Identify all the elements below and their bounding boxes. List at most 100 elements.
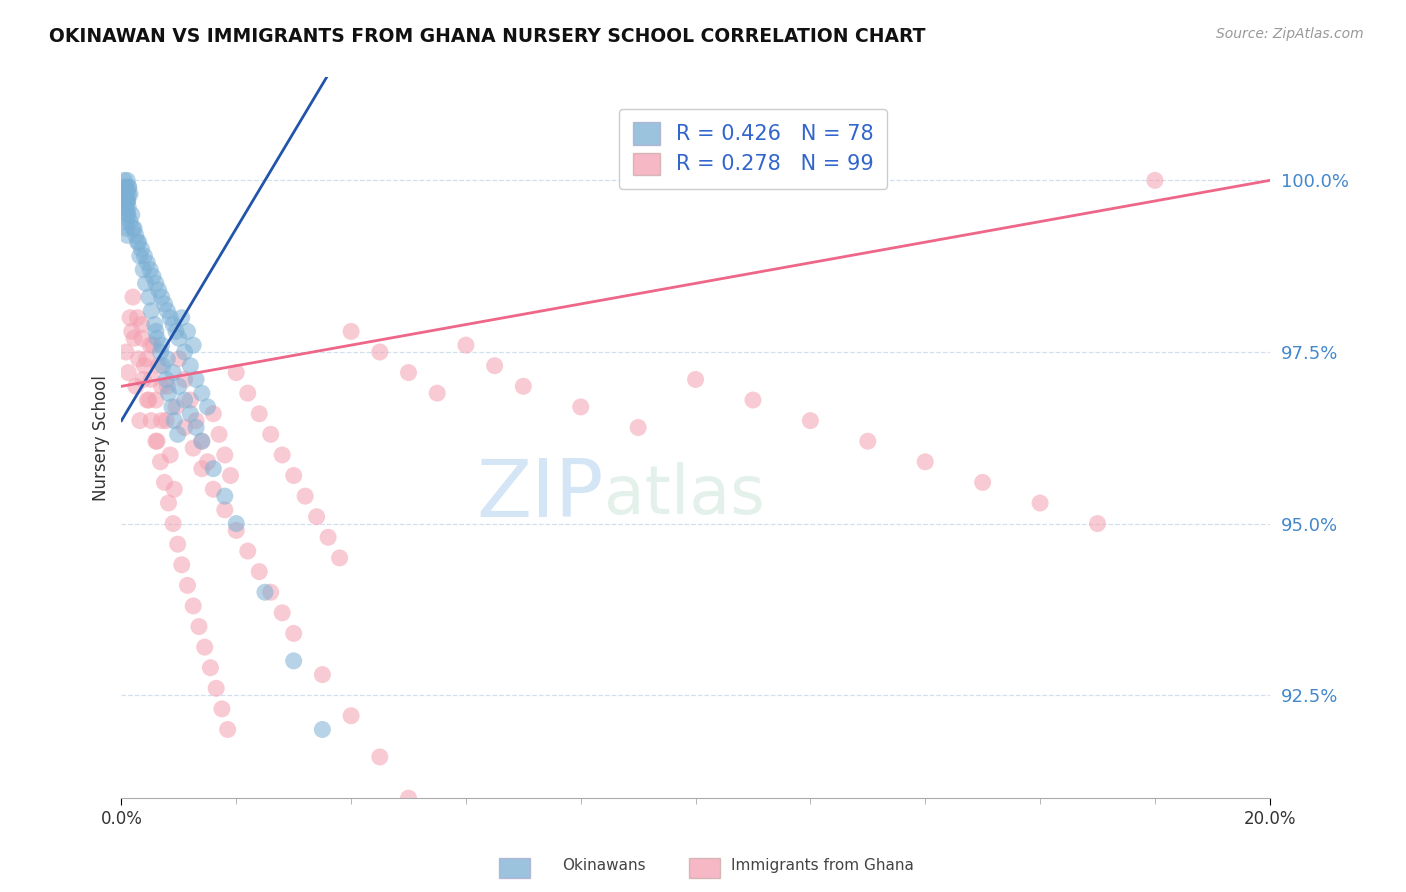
Point (454, 338, 477, 352)
Point (194, 640, 217, 654)
Point (128, 351, 150, 366)
Point (162, 366, 184, 380)
Point (149, 455, 172, 469)
Point (173, 392, 195, 407)
Point (132, 372, 155, 386)
Point (146, 331, 169, 345)
Point (283, 654, 305, 668)
Point (329, 550, 352, 565)
Point (163, 414, 186, 428)
Point (115, 201, 138, 215)
Point (260, 427, 283, 442)
Point (142, 338, 165, 352)
Point (146, 434, 169, 449)
Point (162, 516, 184, 531)
Point (368, 750, 391, 764)
Point (141, 372, 163, 386)
Point (127, 235, 149, 249)
Point (217, 723, 239, 737)
Point (117, 201, 139, 215)
Point (236, 544, 259, 558)
Point (143, 318, 166, 332)
Point (128, 235, 150, 249)
Point (1143, 173, 1166, 187)
Point (127, 310, 149, 325)
Point (271, 448, 294, 462)
Point (1087, 516, 1109, 531)
Point (167, 351, 190, 366)
Point (225, 366, 247, 380)
Point (398, 366, 420, 380)
Point (115, 345, 138, 359)
Point (141, 303, 163, 318)
Point (118, 214, 141, 228)
Point (162, 318, 184, 332)
Point (118, 310, 141, 325)
Point (114, 201, 136, 215)
Point (799, 414, 821, 428)
Point (247, 565, 270, 579)
Point (115, 187, 138, 202)
Point (294, 489, 316, 503)
Point (742, 392, 765, 407)
Point (131, 331, 153, 345)
Point (311, 667, 333, 681)
Point (188, 619, 211, 633)
Point (426, 386, 449, 401)
Point (122, 331, 145, 345)
Point (159, 448, 181, 462)
Point (170, 310, 193, 325)
Point (191, 386, 214, 401)
Point (148, 359, 170, 373)
Point (181, 338, 204, 352)
Text: atlas: atlas (603, 462, 765, 528)
Point (225, 516, 247, 531)
Point (157, 496, 180, 510)
Point (184, 414, 207, 428)
Point (142, 269, 165, 284)
Point (173, 372, 195, 386)
Point (685, 372, 707, 386)
Point (136, 392, 159, 407)
Point (305, 509, 328, 524)
Point (202, 461, 225, 475)
Point (115, 194, 138, 208)
Point (150, 290, 173, 304)
Point (170, 558, 193, 572)
Point (131, 318, 153, 332)
Point (115, 221, 138, 235)
Point (112, 173, 135, 187)
Point (121, 325, 143, 339)
Point (131, 242, 153, 256)
Point (150, 379, 173, 393)
Text: Source: ZipAtlas.com: Source: ZipAtlas.com (1216, 27, 1364, 41)
Point (214, 448, 236, 462)
Point (260, 585, 283, 599)
Point (134, 249, 156, 263)
Point (166, 427, 188, 442)
Point (191, 461, 214, 475)
Point (184, 372, 207, 386)
Text: Immigrants from Ghana: Immigrants from Ghana (731, 858, 914, 872)
Point (138, 290, 160, 304)
Point (214, 489, 236, 503)
Point (117, 180, 139, 194)
Point (156, 351, 179, 366)
Point (136, 256, 159, 270)
Point (128, 249, 150, 263)
Text: ZIP: ZIP (477, 457, 603, 534)
Point (122, 221, 145, 235)
Point (316, 530, 339, 544)
Point (150, 338, 173, 352)
Point (247, 407, 270, 421)
Point (173, 420, 195, 434)
Point (197, 400, 219, 414)
Point (283, 468, 305, 483)
Point (135, 351, 157, 366)
Point (153, 475, 176, 490)
Point (191, 434, 214, 449)
Point (139, 338, 162, 352)
Y-axis label: Nursery School: Nursery School (93, 375, 110, 500)
Point (145, 277, 167, 291)
Point (153, 297, 176, 311)
